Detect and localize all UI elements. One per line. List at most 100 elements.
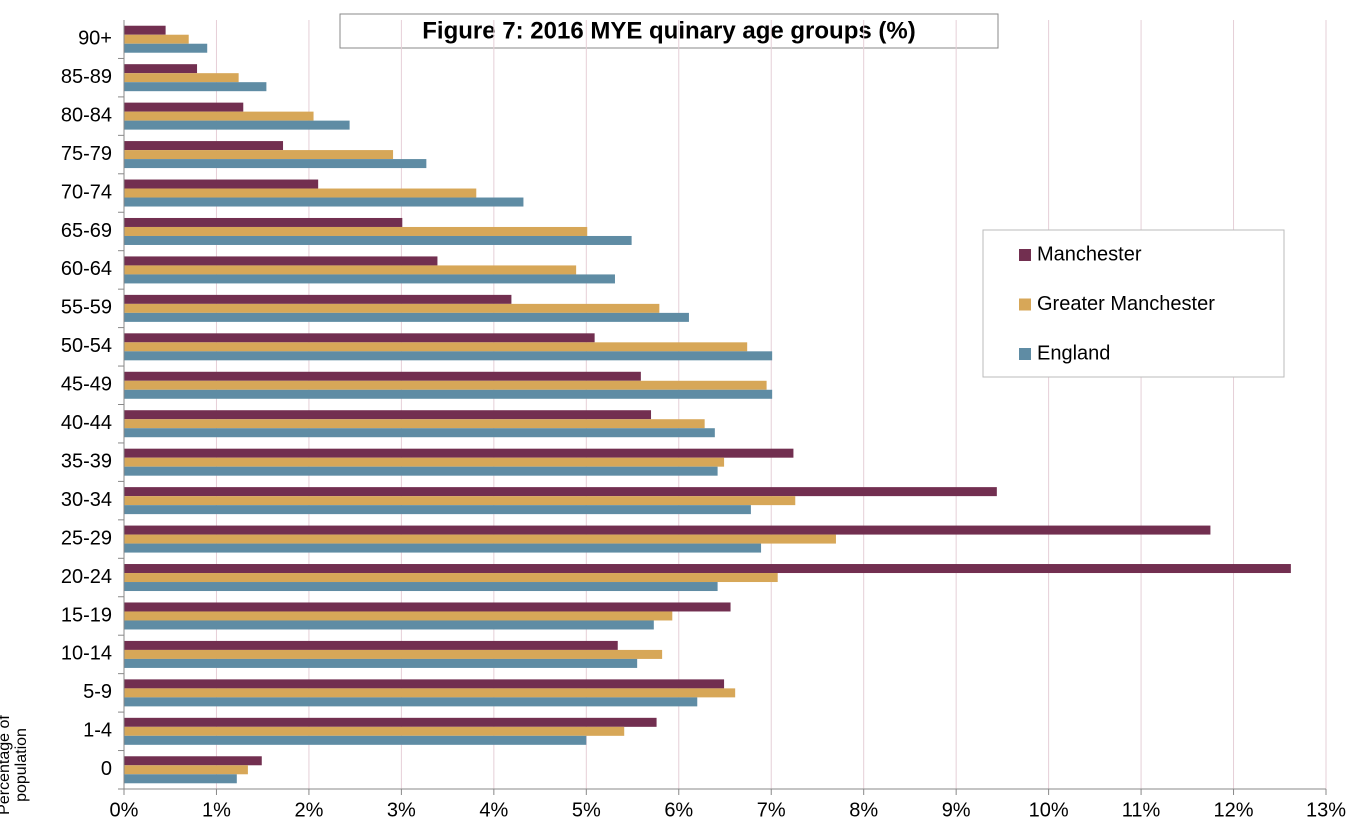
y-tick-label: 20-24 (61, 566, 112, 588)
bar (124, 159, 427, 169)
bar (124, 265, 577, 275)
x-tick-label: 12% (1214, 799, 1254, 821)
bar (124, 25, 166, 35)
y-tick-label: 5-9 (83, 681, 112, 703)
x-tick-label: 0% (110, 799, 139, 821)
bar (124, 774, 237, 784)
bar (124, 487, 997, 497)
y-tick-label: 40-44 (61, 412, 112, 434)
bar (124, 256, 438, 266)
bar (124, 34, 189, 44)
x-tick-label: 7% (757, 799, 786, 821)
legend-swatch (1019, 298, 1031, 311)
y-tick-label: 10-14 (61, 643, 112, 665)
y-tick-label: 0 (101, 758, 112, 780)
bar (124, 505, 751, 515)
x-tick-label: 13% (1306, 799, 1346, 821)
y-tick-label: 75-79 (61, 143, 112, 165)
bar (124, 466, 718, 476)
bar (124, 679, 725, 689)
y-tick-label: 15-19 (61, 604, 112, 626)
y-tick-label: 1-4 (83, 720, 112, 742)
legend-label: Manchester (1037, 243, 1142, 265)
y-tick-label: 55-59 (61, 297, 112, 319)
bar (124, 717, 657, 727)
legend-label: Greater Manchester (1037, 293, 1215, 315)
bar (124, 389, 773, 399)
bar (124, 111, 314, 121)
y-tick-label: 70-74 (61, 181, 112, 203)
x-tick-label: 8% (849, 799, 878, 821)
bar (124, 64, 198, 74)
bar (124, 602, 731, 612)
bar (124, 235, 632, 245)
bar (124, 564, 1291, 574)
bar (124, 342, 748, 352)
bar (124, 534, 836, 544)
bar (124, 688, 736, 698)
bar (124, 150, 394, 160)
legend-box (982, 229, 1285, 378)
x-tick-label: 10% (1029, 799, 1069, 821)
bar (124, 333, 595, 343)
bar (124, 496, 796, 506)
y-tick-label: 25-29 (61, 527, 112, 549)
bar (124, 380, 767, 390)
bar (124, 226, 588, 236)
x-tick-label: 9% (942, 799, 971, 821)
bar (124, 120, 350, 130)
bar (124, 649, 663, 659)
bar (124, 43, 208, 53)
bar (124, 428, 715, 438)
bar (124, 582, 718, 592)
x-tick-label: 6% (664, 799, 693, 821)
plot: 0% 1% 2% 3% 4% 5% 6% 7% 8% 9% 10% 11% 12% 13% 0 1-4 5-9 1… (61, 20, 1346, 821)
bar (124, 448, 794, 458)
y-tick-label: 50-54 (61, 335, 112, 357)
legend-swatch (1019, 249, 1031, 261)
bar (124, 82, 267, 92)
bar (124, 351, 773, 361)
y-tick-label: 35-39 (61, 450, 112, 472)
bar (124, 620, 654, 630)
chart-title: Figure 7: 2016 MYE quinary age groups (%… (422, 17, 915, 44)
bar (124, 419, 705, 429)
bar (124, 658, 638, 668)
bar (124, 274, 615, 284)
x-tick-label: 2% (294, 799, 323, 821)
x-tick-label: 1% (202, 799, 231, 821)
bar (124, 73, 239, 83)
bar (124, 457, 725, 467)
bar (124, 525, 1211, 535)
title-box (339, 13, 999, 49)
bar (124, 756, 262, 766)
bar (124, 640, 618, 650)
bar (124, 197, 524, 207)
bar (124, 697, 698, 707)
y-tick-label: 65-69 (61, 220, 112, 242)
bar (124, 410, 652, 420)
x-tick-label: 5% (572, 799, 601, 821)
bar (124, 217, 403, 227)
bar (124, 573, 778, 583)
bar (124, 294, 512, 304)
bar (124, 726, 625, 736)
bar (124, 611, 673, 621)
bar (124, 303, 660, 313)
bar (124, 543, 762, 553)
y-tick-label: 45-49 (61, 374, 112, 396)
bar (124, 141, 284, 151)
y-tick-label: 85-89 (61, 66, 112, 88)
y-tick-label: 30-34 (61, 489, 112, 511)
x-tick-label: 11% (1122, 799, 1161, 821)
y-tick-label: 80-84 (61, 104, 112, 126)
bar (124, 102, 244, 112)
bar (124, 765, 248, 775)
x-tick-label: 3% (387, 799, 416, 821)
y-tick-label: 90+ (78, 28, 112, 50)
x-tick-label: 4% (479, 799, 508, 821)
y-tick-label: 60-64 (61, 258, 112, 280)
bar (124, 735, 587, 745)
